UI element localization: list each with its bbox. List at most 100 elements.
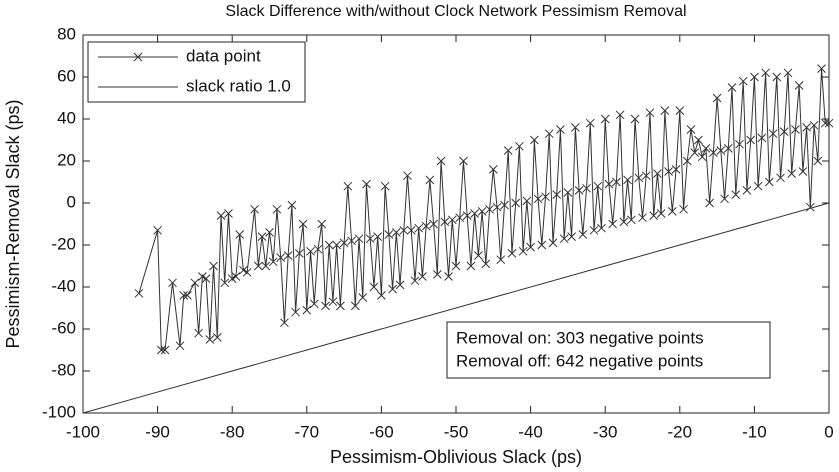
data-marker	[518, 246, 528, 256]
data-marker	[276, 253, 286, 262]
data-marker	[190, 278, 200, 288]
data-marker	[645, 108, 655, 118]
data-marker	[634, 173, 644, 183]
data-marker	[582, 183, 591, 193]
data-marker	[250, 204, 259, 214]
data-marker	[205, 335, 215, 344]
data-marker	[451, 261, 461, 271]
data-marker	[735, 139, 744, 149]
data-marker	[358, 293, 368, 302]
data-marker	[242, 267, 252, 277]
data-marker	[772, 72, 782, 82]
data-marker	[701, 144, 711, 153]
data-marker	[253, 261, 263, 271]
data-marker	[294, 249, 304, 258]
data-marker	[574, 186, 584, 195]
x-tick-label: -30	[593, 422, 618, 441]
data-marker	[623, 175, 632, 185]
data-marker	[224, 209, 233, 218]
data-marker	[798, 167, 808, 176]
data-marker	[567, 232, 576, 241]
x-axis-label: Pessimism-Oblivious Slack (ps)	[330, 447, 582, 467]
data-marker	[466, 261, 476, 271]
data-marker	[455, 213, 465, 223]
data-marker	[380, 181, 390, 191]
data-marker	[403, 171, 412, 181]
annotation: Removal off: 642 negative points	[456, 351, 703, 370]
x-tick-label: -10	[742, 422, 767, 441]
data-marker	[302, 305, 312, 315]
data-marker	[742, 186, 752, 195]
data-marker	[578, 230, 588, 239]
data-marker	[515, 141, 524, 151]
data-marker	[820, 118, 830, 128]
data-marker	[410, 276, 420, 286]
data-marker	[156, 345, 166, 355]
data-marker	[216, 211, 226, 220]
data-marker	[298, 219, 308, 229]
data-marker	[779, 127, 789, 136]
data-marker	[388, 284, 397, 294]
data-marker	[731, 190, 741, 199]
data-marker	[533, 194, 543, 204]
data-marker	[265, 228, 274, 237]
data-marker	[257, 232, 267, 241]
data-marker	[552, 190, 562, 199]
data-marker	[336, 301, 345, 311]
data-marker	[153, 225, 162, 235]
data-marker	[503, 146, 513, 155]
data-marker	[559, 234, 569, 244]
data-marker	[235, 230, 245, 239]
data-marker	[332, 240, 341, 250]
y-tick-label: -80	[51, 360, 76, 379]
data-marker	[462, 211, 472, 220]
data-marker	[824, 118, 834, 128]
data-marker	[481, 259, 491, 269]
x-tick-label: 0	[824, 422, 833, 441]
data-marker	[638, 213, 647, 223]
data-marker	[194, 328, 203, 338]
data-marker	[548, 238, 558, 248]
data-marker	[541, 192, 550, 202]
data-marker	[709, 148, 718, 157]
x-tick-label: -70	[295, 422, 320, 441]
data-marker	[653, 169, 662, 178]
data-marker	[470, 209, 480, 218]
legend-box	[87, 41, 306, 103]
x-tick-label: -40	[518, 422, 543, 441]
data-marker	[608, 219, 618, 229]
data-marker	[746, 135, 756, 145]
data-marker	[395, 280, 405, 290]
data-marker	[802, 123, 811, 132]
x-tick-label: -90	[145, 422, 170, 441]
x-tick-label: -80	[220, 422, 245, 441]
data-marker	[667, 207, 677, 216]
data-marker	[309, 299, 319, 309]
data-marker	[287, 200, 297, 210]
data-marker	[291, 307, 300, 317]
data-marker	[764, 177, 774, 187]
data-marker	[649, 211, 659, 220]
data-marker	[474, 251, 483, 260]
data-marker	[488, 165, 498, 174]
data-marker	[183, 291, 192, 300]
data-marker	[399, 225, 409, 235]
data-marker	[440, 217, 450, 227]
data-marker	[537, 240, 547, 250]
data-marker	[544, 129, 554, 139]
data-marker	[429, 219, 438, 229]
data-marker	[571, 123, 580, 132]
data-marker	[511, 198, 521, 208]
y-tick-label: 80	[57, 24, 76, 43]
data-marker	[160, 345, 170, 355]
data-marker	[727, 83, 737, 92]
data-marker	[809, 120, 819, 130]
data-marker	[306, 246, 315, 256]
data-marker	[597, 223, 606, 233]
data-marker	[347, 236, 356, 246]
y-tick-label: 20	[57, 150, 76, 169]
data-marker	[768, 129, 778, 139]
data-marker	[343, 181, 353, 191]
data-marker	[805, 202, 815, 212]
data-marker	[317, 219, 327, 229]
